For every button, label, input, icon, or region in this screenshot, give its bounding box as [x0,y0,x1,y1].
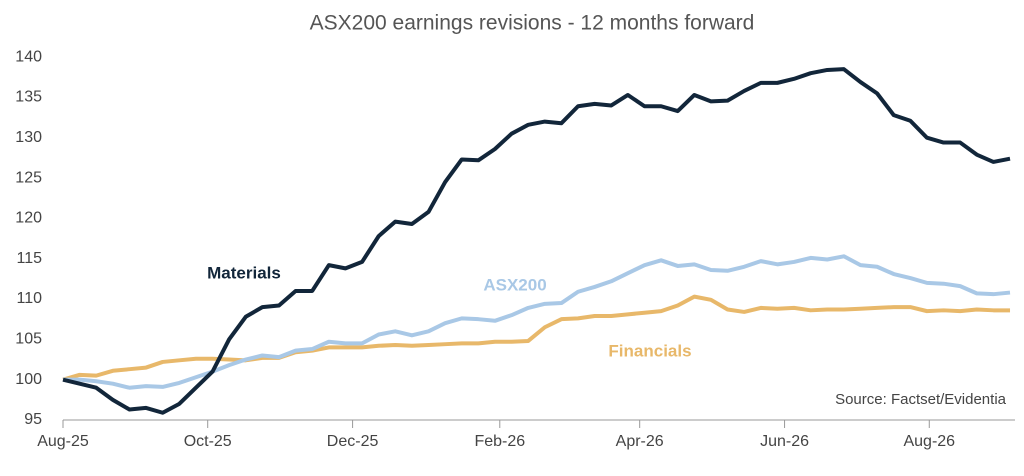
series-label: Materials [207,263,281,282]
y-tick-label: 95 [24,411,42,428]
y-tick-label: 120 [15,210,42,227]
series-line [62,67,1011,415]
x-tick-label: Jun-26 [760,433,809,450]
y-tick-label: 115 [16,250,42,267]
series-line [63,254,1011,390]
series-label: Financials [608,341,691,360]
chart-title: ASX200 earnings revisions - 12 months fo… [310,12,755,35]
x-tick-label: Aug-25 [37,433,89,450]
y-tick-label: 135 [15,89,42,106]
x-tick-label: Aug-26 [903,433,955,450]
source-note: Source: Factset/Evidentia [835,391,1007,408]
x-tick-label: Feb-26 [474,433,525,450]
y-tick-label: 110 [16,290,42,307]
series-line [62,294,1011,382]
y-tick-label: 100 [15,371,42,388]
series-label: ASX200 [483,275,546,294]
y-tick-label: 140 [15,48,42,65]
x-tick-label: Dec-25 [327,433,379,450]
y-tick-label: 105 [15,331,42,348]
x-tick-label: Apr-26 [616,433,664,450]
x-tick-label: Oct-25 [184,433,232,450]
y-tick-label: 125 [15,169,42,186]
y-tick-label: 130 [15,129,42,146]
